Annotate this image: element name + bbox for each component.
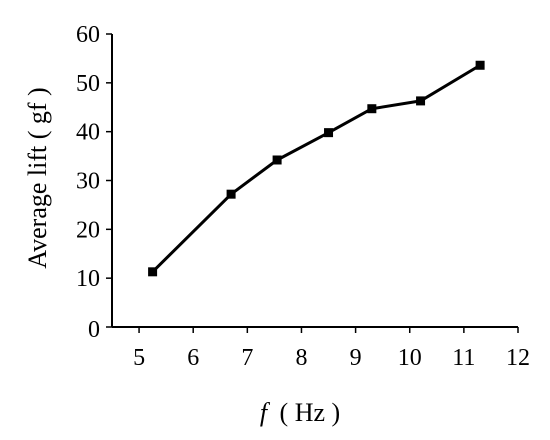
data-point <box>226 189 236 199</box>
x-tick-label: 6 <box>187 345 199 371</box>
data-point <box>475 60 485 70</box>
y-tick-label: 20 <box>76 217 100 243</box>
data-point <box>367 104 377 114</box>
series-line <box>151 63 481 273</box>
x-axis-variable: f <box>260 398 271 427</box>
data-point <box>416 96 426 106</box>
y-tick-label: 60 <box>76 22 100 48</box>
x-ticks: 5 6 7 8 9 10 11 12 <box>133 327 530 371</box>
x-tick-label: 12 <box>506 345 530 371</box>
x-axis-title: f ( Hz ) <box>260 398 340 427</box>
y-tick-label: 50 <box>76 71 100 97</box>
data-point <box>148 267 158 277</box>
x-axis-unit: ( Hz ) <box>280 398 341 427</box>
x-tick-label: 11 <box>452 345 475 371</box>
x-tick-label: 9 <box>350 345 362 371</box>
data-point <box>272 155 282 165</box>
data-point <box>324 128 334 138</box>
y-tick-label: 40 <box>76 120 100 146</box>
x-tick-label: 10 <box>398 345 422 371</box>
x-tick-label: 5 <box>133 345 145 371</box>
y-tick-label: 0 <box>88 317 100 343</box>
y-tick-label: 10 <box>76 266 100 292</box>
series-layer <box>148 60 485 277</box>
y-axis-title: Average lift ( gf ) <box>23 87 52 268</box>
y-tick-label: 30 <box>76 169 100 195</box>
x-tick-label: 7 <box>241 345 253 371</box>
x-tick-label: 8 <box>295 345 307 371</box>
y-ticks: 0 10 20 30 40 50 60 <box>76 22 112 343</box>
